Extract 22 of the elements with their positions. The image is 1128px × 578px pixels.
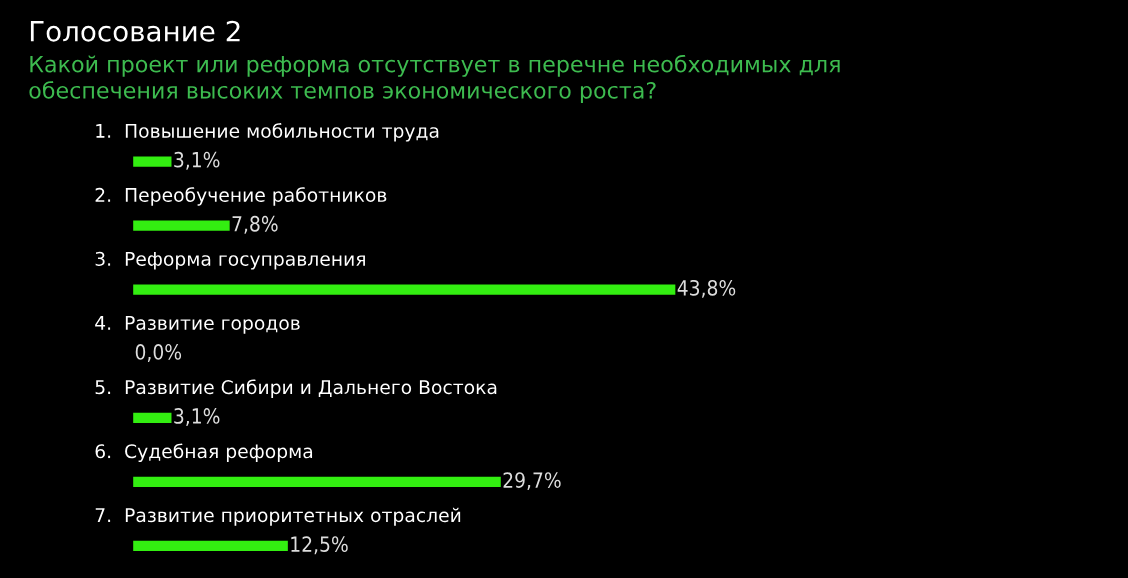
y-tick-label: 6. Судебная реформа [95,443,313,462]
data-label: 0,0% [135,344,182,362]
chart-subtitle: Какой проект или реформа отсутствует в перечне необходимых для обеспечения высоких темпов экономического роста? [29,54,840,103]
bar [133,284,676,295]
bar [133,412,172,423]
data-label: 3,1% [174,151,220,170]
bar [133,540,288,552]
y-tick-label: 3. Реформа госуправления [95,251,365,270]
bar [133,156,172,167]
data-label: 43,8% [677,279,736,298]
bar [133,476,501,488]
y-tick-label: 7. Развитие приоритетных отраслей [95,507,461,526]
y-tick-label: 1. Повышение мобильности труда [96,123,439,142]
data-label: 7,8% [232,215,278,234]
data-label: 29,7% [503,472,561,491]
y-tick-label: 5. Развитие Сибири и Дальнего Востока [95,379,497,398]
bar [133,220,230,231]
chart-title: Голосование 2 [30,20,240,42]
data-label: 3,1% [174,408,220,426]
y-tick-label: 2. Переобучение работников [95,187,387,206]
data-label: 12,5% [291,536,348,555]
y-tick-label: 4. Развитие городов [95,316,300,334]
